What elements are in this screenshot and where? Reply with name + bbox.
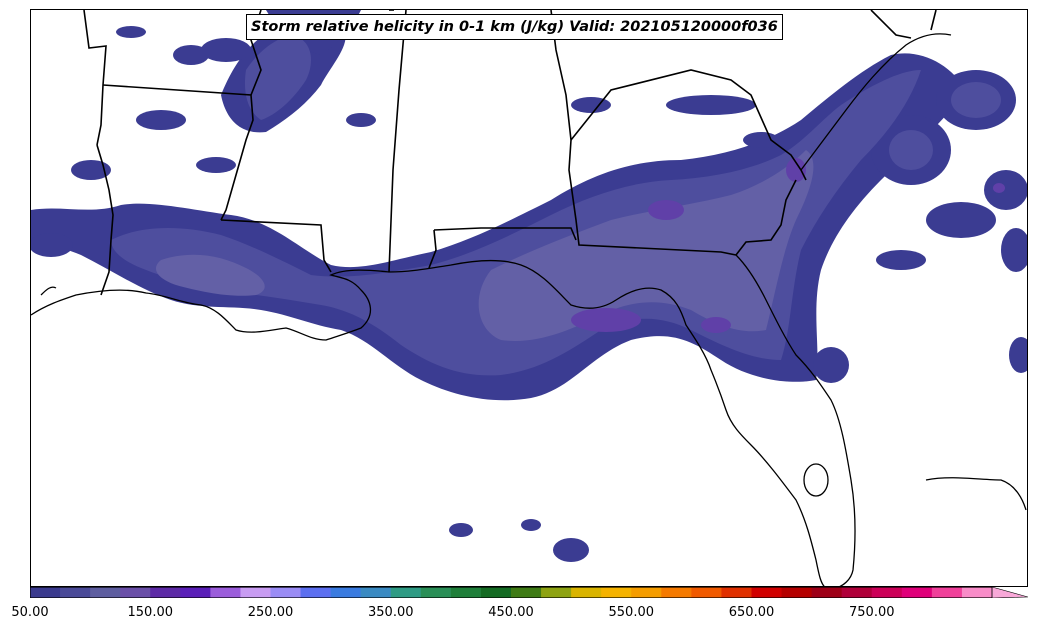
colorbar-segment <box>631 587 662 598</box>
colorbar-segment <box>90 587 121 598</box>
colorbar-segment <box>691 587 722 598</box>
colorbar-segment <box>480 587 512 598</box>
colorbar-segment <box>571 587 602 598</box>
map-canvas <box>31 10 1027 586</box>
colorbar-segment <box>871 587 903 598</box>
colorbar-segment <box>120 587 151 598</box>
colorbar-outline <box>30 587 993 598</box>
colorbar-segment <box>30 587 61 598</box>
colorbar-tick-label: 150.00 <box>127 605 174 620</box>
colorbar-segment <box>390 587 422 598</box>
colorbar-segment <box>300 587 332 598</box>
colorbar-segment <box>601 587 632 598</box>
colorbar-tick-labels: 50.00 150.00 250.00 350.00 450.00 550.00 650.0… <box>0 605 1037 625</box>
map-title: Storm relative helicity in 0-1 km (J/kg)… <box>246 14 783 40</box>
colorbar-segment <box>781 587 813 598</box>
colorbar-segment <box>180 587 211 598</box>
colorbar-segment <box>901 587 933 598</box>
colorbar-tick-label: 750.00 <box>849 605 895 620</box>
colorbar-segment <box>330 587 362 598</box>
colorbar-segment <box>811 587 843 598</box>
colorbar-segment <box>721 587 752 598</box>
colorbar-segment <box>60 587 91 598</box>
colorbar-segment <box>931 587 963 598</box>
colorbar-tick-label: 50.00 <box>11 605 49 620</box>
colorbar-extend-arrow <box>991 587 1028 598</box>
colorbar-segment <box>360 587 392 598</box>
coastline <box>31 33 1027 586</box>
colorbar-tick-label: 650.00 <box>728 605 775 620</box>
colorbar-segment <box>661 587 692 598</box>
colorbar-tick-label: 550.00 <box>608 605 655 620</box>
colorbar-segment <box>961 587 993 598</box>
colorbar-segment <box>751 587 783 598</box>
helicity-field-level3 <box>156 150 814 341</box>
colorbar-tick-label: 250.00 <box>247 605 294 620</box>
colorbar <box>30 587 1028 598</box>
colorbar-segment <box>841 587 873 598</box>
colorbar-tick-label: 450.00 <box>488 605 534 620</box>
colorbar-segment <box>541 587 572 598</box>
colorbar-tick-label: 350.00 <box>368 605 414 620</box>
colorbar-segment <box>210 587 241 598</box>
colorbar-segment <box>450 587 482 598</box>
helicity-field-level4 <box>571 158 1005 333</box>
colorbar-segment <box>240 587 271 598</box>
colorbar-segment <box>150 587 181 598</box>
colorbar-segment <box>270 587 302 598</box>
map-panel <box>30 9 1028 587</box>
state-borders <box>83 10 937 296</box>
colorbar-segment <box>420 587 452 598</box>
colorbar-segment <box>511 587 542 598</box>
